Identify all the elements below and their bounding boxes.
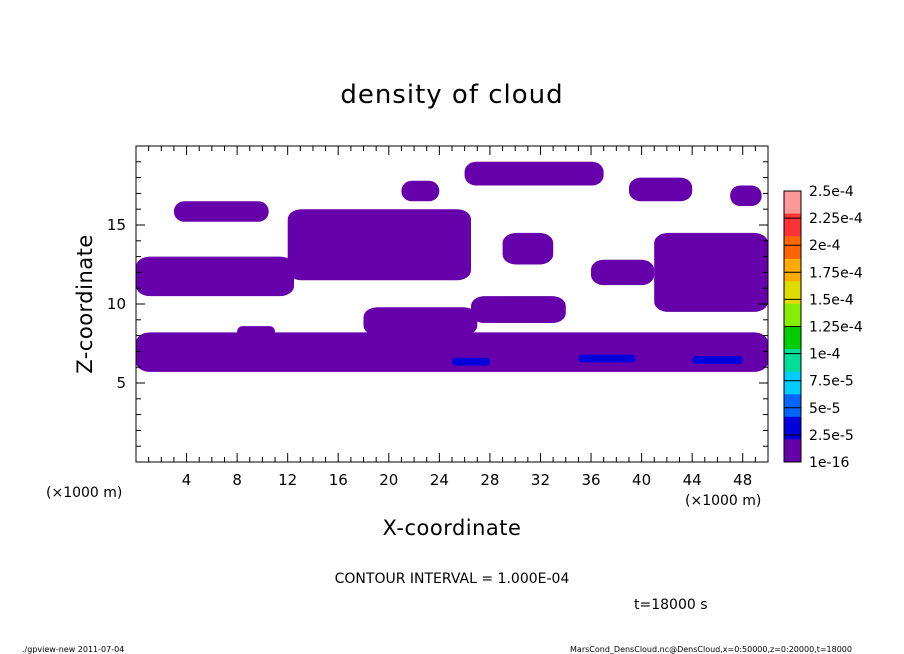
x-tick-label: 8 <box>232 471 242 489</box>
y-tick-label: 5 <box>116 374 126 392</box>
cloud-region <box>363 307 478 336</box>
footer-left: ./gpview-new 2011-07-04 <box>22 645 124 654</box>
cloud-region <box>452 357 490 366</box>
cloud-region <box>730 185 762 206</box>
cloud-region <box>237 326 275 338</box>
time-label: t=18000 s <box>634 597 708 613</box>
cloud-region <box>692 356 743 364</box>
colorbar-band <box>784 213 801 237</box>
colorbar-label: 1.5e-4 <box>809 292 854 308</box>
colorbar-label: 2.5e-5 <box>809 428 854 444</box>
x-tick-label: 48 <box>733 471 752 489</box>
x-tick-label: 16 <box>329 471 348 489</box>
cloud-region <box>287 209 471 281</box>
cloud-region <box>136 256 294 297</box>
colorbar-band <box>784 281 801 305</box>
cloud-region <box>401 180 440 202</box>
colorbar-label: 7.5e-5 <box>809 374 854 390</box>
colorbar-label: 2.25e-4 <box>809 211 863 227</box>
colorbar-label: 1.25e-4 <box>809 320 863 336</box>
cloud-region <box>173 201 269 222</box>
x-tick-label: 12 <box>278 471 297 489</box>
colorbar-label: 1e-16 <box>809 455 849 471</box>
x-tick-label: 44 <box>683 471 702 489</box>
plot-area <box>135 145 769 463</box>
colorbar-band <box>784 394 801 418</box>
colorbar: 2.5e-4 2.25e-4 2e-4 1.75e-4 1.5e-4 1.25e-4 1e-… <box>783 184 863 471</box>
colorbar-band <box>784 236 801 260</box>
y-tick-label: 15 <box>107 216 126 234</box>
cloud-region <box>464 161 604 186</box>
colorbar-band <box>784 439 801 463</box>
x-tick-labels: 4 8 12 16 20 24 28 32 36 40 44 48 <box>182 471 752 489</box>
colorbar-band <box>784 303 801 327</box>
colorbar-label: 1e-4 <box>809 347 841 363</box>
x-unit-right: (×1000 m) <box>685 493 761 509</box>
colorbar-label: 5e-5 <box>809 401 840 417</box>
colorbar-label: 2e-4 <box>809 238 841 254</box>
colorbar-band <box>784 258 801 282</box>
cloud-region <box>629 177 693 202</box>
colorbar-band <box>784 371 801 395</box>
y-tick-label: 10 <box>107 295 126 313</box>
cloud-region <box>578 354 636 363</box>
colorbar-label: 2.5e-4 <box>809 184 854 200</box>
cloud-field <box>136 161 768 372</box>
x-tick-label: 32 <box>531 471 550 489</box>
y-axis-label: Z-coordinate <box>73 234 97 374</box>
contour-interval: CONTOUR INTERVAL = 1.000E-04 <box>335 571 570 587</box>
footer-right: MarsCond_DensCloud.nc@DensCloud,x=0:5000… <box>570 645 852 654</box>
colorbar-label: 1.75e-4 <box>809 265 863 281</box>
colorbar-band <box>784 326 801 350</box>
colorbar-band <box>784 191 801 215</box>
chart-title: density of cloud <box>340 80 563 110</box>
cloud-region <box>471 296 566 323</box>
x-unit-left: (×1000 m) <box>46 485 122 501</box>
x-tick-label: 4 <box>182 471 192 489</box>
cloud-region <box>136 332 768 372</box>
x-tick-label: 24 <box>430 471 449 489</box>
colorbar-band <box>784 416 801 440</box>
cloud-region <box>502 232 554 265</box>
x-axis-label: X-coordinate <box>383 516 522 540</box>
colorbar-band <box>784 349 801 373</box>
cloud-region <box>591 259 655 286</box>
x-tick-label: 40 <box>632 471 651 489</box>
axis-ticks <box>136 146 768 462</box>
x-tick-label: 20 <box>379 471 398 489</box>
y-tick-labels: 5 10 15 <box>107 216 126 392</box>
cloud-region <box>654 232 768 312</box>
x-tick-label: 36 <box>581 471 600 489</box>
x-tick-label: 28 <box>480 471 499 489</box>
